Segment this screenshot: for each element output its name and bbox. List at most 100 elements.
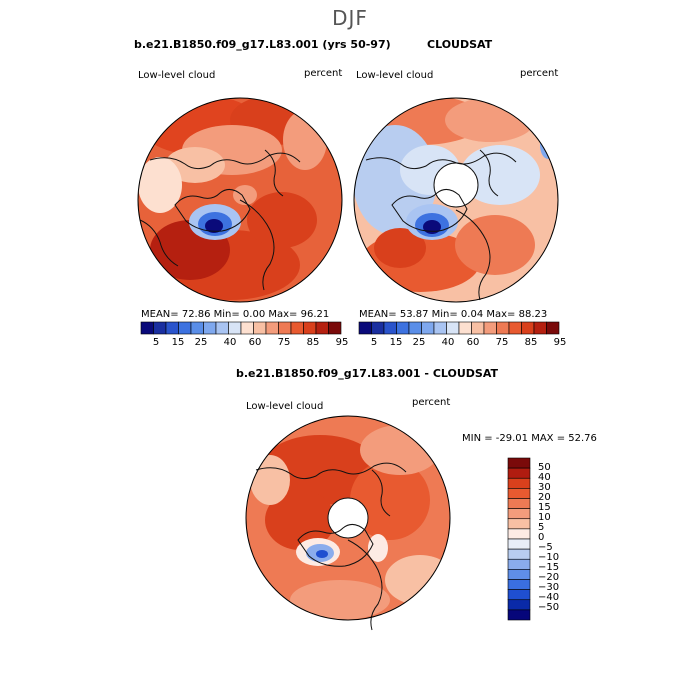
tick-label: 95 [335, 337, 349, 348]
tick-label: 15 [538, 502, 551, 513]
stats-cloudsat: MEAN= 53.87 Min= 0.04 Max= 88.23 [359, 309, 548, 320]
colorbar-swatch [421, 321, 435, 335]
colorbar-swatch [507, 589, 531, 601]
tick-label: 0 [538, 532, 545, 543]
colorbar-swatch [240, 321, 254, 335]
colorbar-model [140, 321, 342, 335]
colorbar-swatch [190, 321, 204, 335]
tick-label: 75 [277, 337, 291, 348]
tick-label: 5 [538, 522, 545, 533]
colorbar-swatch [458, 321, 472, 335]
colorbar-swatch [507, 558, 531, 570]
colorbar-swatch [315, 321, 329, 335]
tick-label: 5 [370, 337, 378, 348]
panel-units-difference: percent [412, 397, 451, 408]
colorbar-swatch [507, 599, 531, 611]
colorbar-swatch [371, 321, 385, 335]
stats-difference: MIN = -29.01 MAX = 52.76 [462, 433, 597, 444]
tick-label: 95 [553, 337, 567, 348]
tick-label: 30 [538, 482, 551, 493]
tick-label: 40 [223, 337, 237, 348]
colorbar-swatch [290, 321, 304, 335]
colorbar-swatch [265, 321, 279, 335]
panel-title-cloudsat: CLOUDSAT [427, 38, 493, 51]
colorbar-swatch [507, 488, 531, 499]
tick-label: 85 [524, 337, 538, 348]
tick-label: −30 [538, 582, 560, 593]
colorbar-swatch [358, 321, 372, 335]
panel-left-label-cloudsat: Low-level cloud [356, 70, 434, 81]
stats-model: MEAN= 72.86 Min= 0.00 Max= 96.21 [141, 309, 330, 320]
colorbar-difference [507, 457, 531, 621]
tick-label: 60 [248, 337, 262, 348]
colorbar-swatch [507, 569, 531, 580]
colorbar-swatch [533, 321, 547, 335]
colorbar-swatch [471, 321, 485, 335]
panel-left-label-model: Low-level cloud [138, 70, 216, 81]
panel-units-cloudsat: percent [520, 68, 559, 79]
tick-label: 40 [441, 337, 455, 348]
colorbar-swatch [507, 508, 531, 520]
tick-label: 10 [538, 512, 551, 523]
tick-label: 25 [412, 337, 426, 348]
tick-label: 15 [171, 337, 185, 348]
tick-label: −50 [538, 602, 560, 613]
colorbar-swatch [228, 321, 242, 335]
colorbar-swatch [507, 477, 531, 489]
tick-label: 60 [466, 337, 480, 348]
colorbar-swatch [165, 321, 179, 335]
colorbar-swatch [140, 321, 154, 335]
panel-left-label-difference: Low-level cloud [246, 401, 324, 412]
map-cloudsat [353, 97, 559, 303]
tick-label: −15 [538, 562, 560, 573]
tick-label: 25 [194, 337, 208, 348]
colorbar-swatch [433, 321, 447, 335]
tick-label: −40 [538, 592, 560, 603]
tick-label: 40 [538, 472, 551, 483]
tick-label: 85 [306, 337, 320, 348]
map-difference [245, 415, 451, 631]
tick-label: 75 [495, 337, 509, 348]
tick-label: −20 [538, 572, 560, 583]
colorbar-swatch [483, 321, 497, 335]
colorbar-swatch [507, 457, 531, 469]
colorbar-swatch [507, 579, 531, 590]
panel-title-model: b.e21.B1850.f09_g17.L83.001 (yrs 50-97) [134, 38, 391, 51]
colorbar-swatch [507, 518, 531, 530]
colorbar-swatch [507, 498, 531, 509]
colorbar-swatch [153, 321, 167, 335]
colorbar-swatch [178, 321, 192, 335]
panel-units-model: percent [304, 68, 343, 79]
colorbar-swatch [507, 528, 531, 540]
colorbar-swatch [396, 321, 410, 335]
colorbar-swatch [446, 321, 460, 335]
tick-label: 20 [538, 492, 551, 503]
colorbar-swatch [278, 321, 292, 335]
tick-label: 15 [389, 337, 403, 348]
colorbar-swatch [546, 321, 560, 335]
colorbar-swatch [203, 321, 217, 335]
colorbar-swatch [215, 321, 229, 335]
colorbar-swatch [507, 538, 531, 550]
tick-label: 50 [538, 462, 551, 473]
colorbar-swatch [508, 321, 522, 335]
tick-label: −10 [538, 552, 560, 563]
colorbar-swatch [496, 321, 510, 335]
tick-label: 5 [152, 337, 160, 348]
colorbar-swatch [253, 321, 267, 335]
panel-title-difference: b.e21.B1850.f09_g17.L83.001 - CLOUDSAT [236, 367, 499, 380]
colorbar-swatch [507, 548, 531, 560]
colorbar-swatch [383, 321, 397, 335]
map-model [137, 97, 343, 303]
colorbar-swatch [507, 609, 531, 621]
colorbar-swatch [408, 321, 422, 335]
colorbar-swatch [303, 321, 317, 335]
tick-label: −5 [538, 542, 553, 553]
figure-title: DJF [332, 6, 368, 30]
colorbar-swatch [507, 467, 531, 479]
colorbar-swatch [328, 321, 342, 335]
colorbar-cloudsat [358, 321, 560, 335]
colorbar-swatch [521, 321, 535, 335]
